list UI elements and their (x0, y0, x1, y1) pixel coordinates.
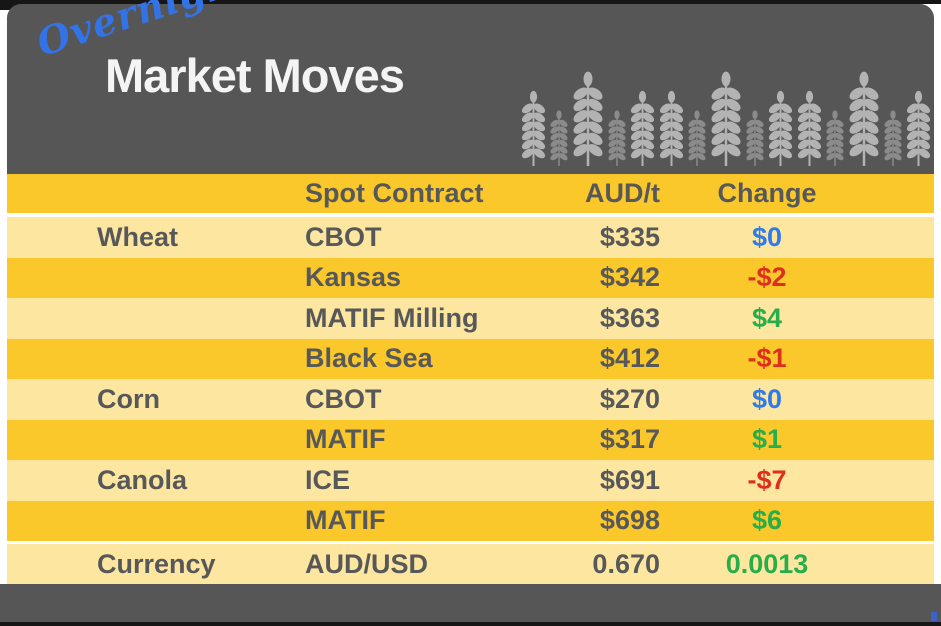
contract-label: MATIF (305, 424, 386, 455)
commodity-label: Canola (97, 464, 188, 495)
corner-blue-mark (931, 612, 937, 621)
wheat-icon (745, 109, 765, 166)
change-value: $1 (751, 424, 783, 455)
bottom-edge-strip (0, 622, 941, 626)
wheat-icon (767, 90, 794, 166)
price-value: $412 (599, 343, 660, 374)
change-value: -$7 (747, 464, 787, 495)
contract-label: MATIF Milling (305, 302, 479, 333)
wheat-icon (658, 90, 685, 166)
wheat-icon (629, 90, 656, 166)
wheat-icon (905, 90, 932, 166)
header-panel: Overnight Market Moves (7, 0, 934, 174)
price-value: $317 (599, 424, 660, 455)
table-row: Corn CBOT $270 $0 (7, 379, 934, 420)
wheat-icon (883, 109, 903, 166)
currency-row: Currency AUD/USD 0.670 0.0013 (7, 544, 934, 584)
table-header-row: Spot Contract AUD/t Change (7, 174, 934, 213)
wheat-icon (825, 109, 845, 166)
wheat-icon (796, 90, 823, 166)
wheat-icon (607, 109, 627, 166)
wheat-icon (687, 109, 707, 166)
contract-label: CBOT (305, 221, 382, 252)
change-column-header: Change (717, 178, 817, 208)
page-title: Market Moves (105, 49, 405, 102)
table-row: Canola ICE $691 -$7 (7, 460, 934, 501)
price-value: $335 (599, 221, 660, 252)
price-value: $363 (599, 302, 660, 333)
wheat-icon (571, 71, 605, 166)
table-row: MATIF $698 $6 (7, 500, 934, 541)
table-row: MATIF Milling $363 $4 (7, 298, 934, 339)
change-value: -$1 (747, 343, 787, 374)
change-value: $4 (751, 302, 783, 333)
table-row: Wheat CBOT $335 $0 (7, 217, 934, 258)
row-separator (7, 213, 934, 217)
contract-label: CBOT (305, 383, 382, 414)
table-row: Kansas $342 -$2 (7, 257, 934, 298)
change-value: $0 (751, 383, 783, 414)
table-row: MATIF $317 $1 (7, 419, 934, 460)
row-separator (7, 541, 934, 544)
contract-label: AUD/USD (305, 548, 429, 579)
table-row: Black Sea $412 -$1 (7, 338, 934, 379)
top-edge-strip (0, 0, 941, 4)
spot-contract-column-header: Spot Contract (305, 178, 484, 208)
price-value: $691 (599, 464, 660, 495)
market-table: Spot Contract AUD/t Change Wheat CBOT $3… (7, 174, 934, 584)
change-value: $0 (751, 221, 783, 252)
audt-column-header: AUD/t (585, 178, 660, 208)
contract-label: Black Sea (305, 343, 433, 374)
price-value: $342 (599, 262, 660, 293)
commodity-label: Currency (97, 548, 216, 579)
contract-label: ICE (305, 464, 351, 495)
contract-label: Kansas (305, 262, 402, 293)
price-value: 0.670 (592, 548, 660, 579)
change-value: 0.0013 (725, 548, 809, 579)
wheat-icon-row (520, 71, 932, 166)
price-value: $698 (599, 505, 660, 536)
price-value: $270 (599, 383, 660, 414)
wheat-icon (709, 71, 743, 166)
wheat-icon (520, 90, 547, 166)
change-value: $6 (751, 505, 783, 536)
wheat-icon (549, 109, 569, 166)
commodity-label: Wheat (97, 221, 178, 252)
footer-panel (0, 584, 941, 622)
change-value: -$2 (747, 262, 787, 293)
commodity-label: Corn (97, 383, 160, 414)
contract-label: MATIF (305, 505, 386, 536)
wheat-icon (847, 71, 881, 166)
